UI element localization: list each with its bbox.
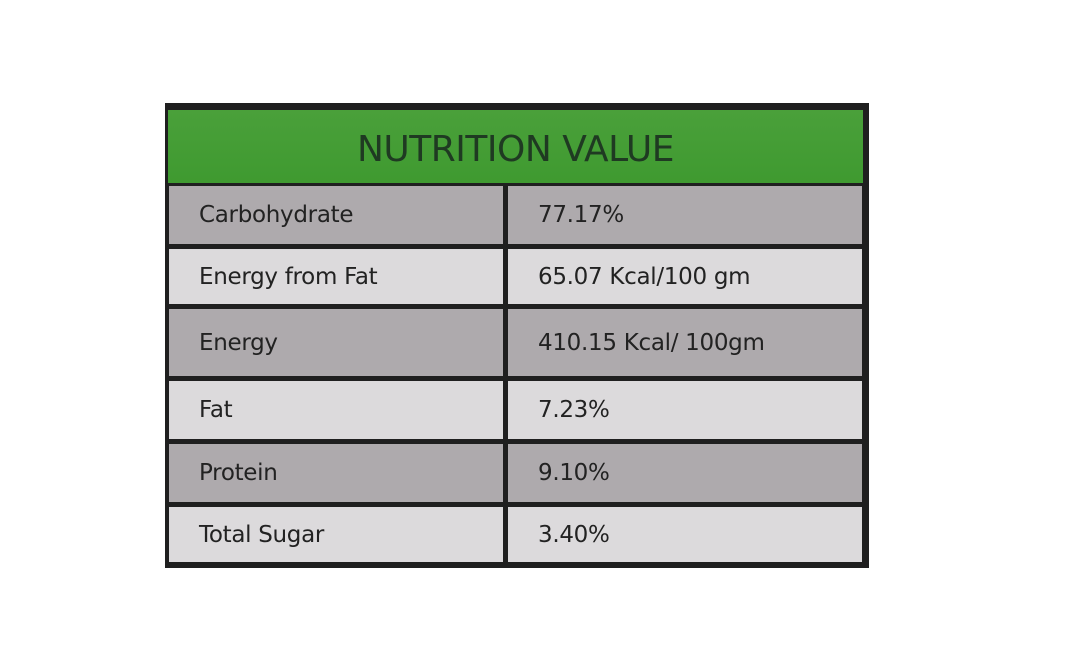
table-title: NUTRITION VALUE	[356, 129, 675, 170]
value-cell-fat: 7.23%	[508, 381, 862, 439]
value-cell-total-sugar: 3.40%	[508, 507, 862, 562]
nutrient-label: Fat	[199, 397, 233, 423]
table-header: NUTRITION VALUE	[168, 110, 863, 183]
nutrient-cell-carbohydrate: Carbohydrate	[169, 186, 503, 244]
value-cell-energy-from-fat: 65.07 Kcal/100 gm	[508, 249, 862, 304]
nutrient-label: Protein	[199, 460, 278, 486]
nutrient-cell-energy: Energy	[169, 309, 503, 376]
nutrient-label: Total Sugar	[199, 521, 325, 548]
nutrient-cell-protein: Protein	[169, 444, 503, 502]
nutrient-value: 410.15 Kcal/ 100gm	[538, 329, 765, 356]
nutrient-label: Carbohydrate	[199, 202, 354, 228]
value-cell-carbohydrate: 77.17%	[508, 186, 862, 244]
nutrient-value: 9.10%	[538, 460, 610, 486]
nutrition-table: NUTRITION VALUE Carbohydrate 77.17% Ener…	[165, 103, 869, 568]
nutrient-value: 77.17%	[538, 202, 624, 228]
nutrient-cell-total-sugar: Total Sugar	[169, 507, 503, 562]
nutrient-value: 65.07 Kcal/100 gm	[538, 263, 751, 290]
nutrient-cell-fat: Fat	[169, 381, 503, 439]
nutrient-label: Energy from Fat	[199, 263, 378, 290]
nutrient-label: Energy	[199, 329, 278, 356]
nutrient-value: 3.40%	[538, 521, 610, 548]
nutrient-cell-energy-from-fat: Energy from Fat	[169, 249, 503, 304]
nutrient-value: 7.23%	[538, 397, 610, 423]
value-cell-protein: 9.10%	[508, 444, 862, 502]
value-cell-energy: 410.15 Kcal/ 100gm	[508, 309, 862, 376]
